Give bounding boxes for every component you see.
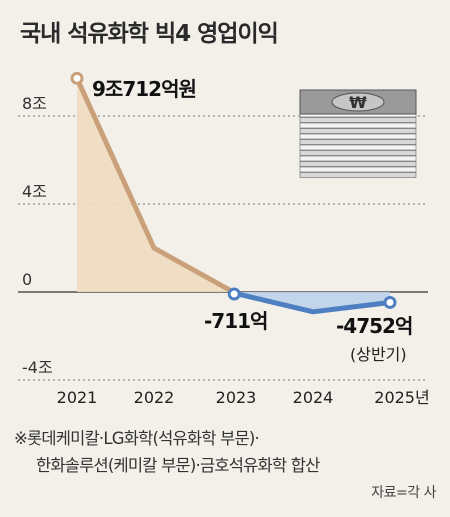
x-tick-label: 2023	[216, 388, 257, 407]
x-tick-label: 2025년	[374, 388, 429, 407]
source-credit: 자료=각 사	[371, 485, 436, 501]
data-point-2021	[70, 71, 84, 85]
money-sheet	[299, 155, 417, 162]
data-point-2023	[227, 287, 241, 301]
money-sheet	[299, 117, 417, 123]
y-tick-label: 0	[22, 270, 32, 289]
y-tick-label: 8조	[22, 94, 47, 113]
money-sheet	[299, 172, 417, 178]
money-sheet	[299, 150, 417, 156]
money-sheet	[299, 122, 417, 129]
money-sheet	[299, 133, 417, 140]
data-point-2025	[383, 295, 397, 309]
annotation-2025: -4752억	[336, 314, 412, 338]
money-seal	[331, 92, 385, 112]
annotation-2021: 9조712억원	[92, 77, 196, 101]
money-sheet	[299, 166, 417, 173]
won-symbol-icon: ₩	[349, 93, 367, 112]
x-tick-label: 2024	[293, 388, 334, 407]
annotation-2023: -711억	[204, 309, 267, 333]
y-tick-label: -4조	[22, 358, 53, 377]
positive-area	[77, 78, 234, 292]
x-tick-label: 2022	[134, 388, 175, 407]
annotation-2025-note: (상반기)	[350, 345, 407, 364]
footnote-line-2: 한화솔루션(케미칼 부문)·금호석유화학 합산	[36, 456, 320, 475]
money-sheet	[299, 139, 417, 145]
money-stack-icon: ₩	[299, 89, 417, 178]
money-sheet	[299, 128, 417, 134]
money-sheet	[299, 144, 417, 151]
footnote-line-1: ※롯데케미칼·LG화학(석유화학 부문)·	[14, 429, 260, 448]
positive-series-line	[74, 77, 235, 295]
money-sheet	[299, 161, 417, 167]
data-points	[70, 71, 397, 309]
y-tick-label: 4조	[22, 182, 47, 201]
chart-title: 국내 석유화학 빅4 영업이익	[20, 21, 279, 47]
x-tick-label: 2021	[57, 388, 98, 407]
